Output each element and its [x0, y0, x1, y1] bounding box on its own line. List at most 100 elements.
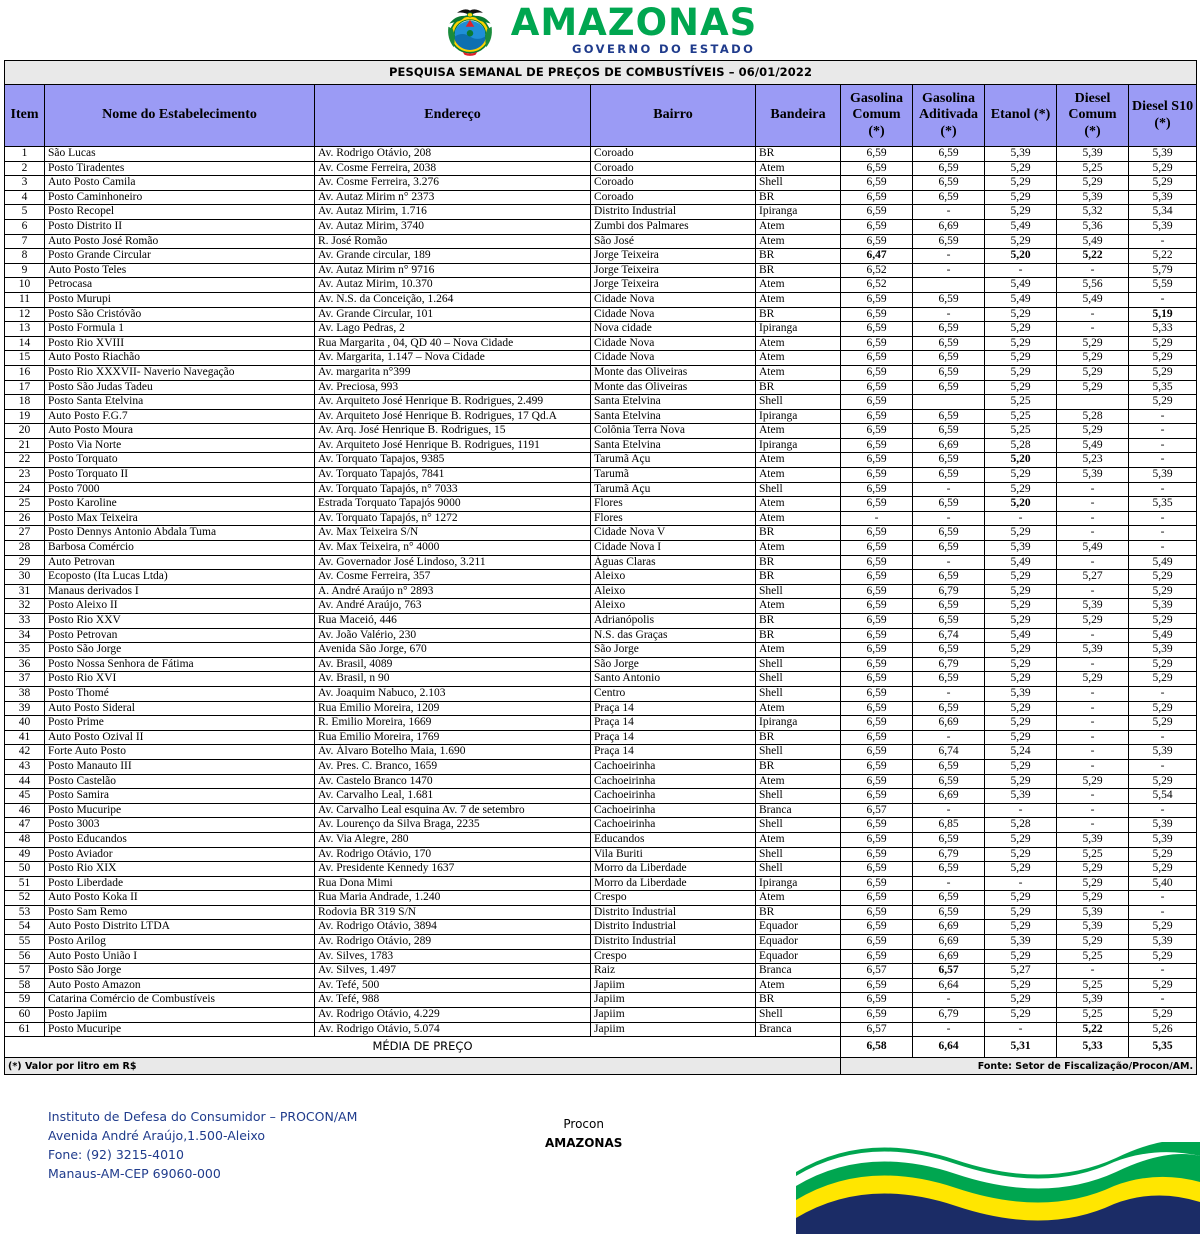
cell-gasolina-comum: 6,59: [840, 408, 913, 425]
cell-item: 33: [4, 613, 45, 629]
col-item: Item: [4, 84, 45, 147]
table-row: 27 Posto Dennys Antonio Abdala Tuma Av. Ma…: [4, 525, 1198, 542]
cell-bairro: Distrito Industrial: [590, 204, 756, 220]
cell-item: 16: [4, 364, 45, 381]
cell-address: Av. João Valério, 230: [314, 627, 591, 644]
cell-bandeira: Ipiranga: [755, 875, 841, 892]
table-row: 47 Posto 3003 Av. Lourenço da Silva Braga,…: [4, 817, 1198, 833]
cell-etanol: 5,49: [984, 218, 1057, 235]
cell-address: Av. Max Teixeira, n° 4000: [314, 540, 591, 556]
cell-bandeira: Ipiranga: [755, 408, 841, 425]
cell-diesel-s10: 5,29: [1127, 175, 1198, 191]
cell-gasolina-comum: 6,59: [840, 934, 913, 950]
cell-gasolina-comum: 6,59: [840, 540, 913, 556]
table-row: 24 Posto 7000 Av. Torquato Tapajós, n° 703…: [4, 481, 1198, 498]
cell-address: Av. Lourenço da Silva Braga, 2235: [314, 817, 591, 833]
cell-gasolina-comum: 6,59: [840, 627, 913, 644]
cell-etanol: 5,29: [984, 233, 1057, 250]
cell-gasolina-comum: 6,59: [840, 437, 913, 454]
cell-bandeira: Ipiranga: [755, 437, 841, 454]
cell-address: Av. Grande circular, 189: [314, 248, 591, 264]
average-gasolina-aditivada: 6,64: [912, 1036, 985, 1059]
col-address: Endereço: [314, 84, 591, 147]
procon-amazonas-word: AMAZONAS: [545, 1136, 623, 1151]
cell-etanol: 5,49: [984, 277, 1057, 293]
table-row: 39 Auto Posto Sideral Rua Emilio Moreira, …: [4, 700, 1198, 717]
table-row: 5 Posto Recopel Av. Autaz Mirim, 1.716 Dist…: [4, 204, 1198, 220]
cell-bairro: Nova cidade: [590, 321, 756, 337]
cell-name: Posto Caminhoneiro: [44, 189, 315, 206]
cell-item: 35: [4, 642, 45, 658]
cell-address: Av. Tefé, 988: [314, 992, 591, 1009]
fuel-price-table: PESQUISA SEMANAL DE PREÇOS DE COMBUSTÍVE…: [3, 60, 1198, 1076]
cell-name: Auto Posto Moura: [44, 423, 315, 439]
cell-name: Posto São Judas Tadeu: [44, 379, 315, 396]
cell-address: Av. Arquiteto José Henrique B. Rodrigues…: [314, 408, 591, 425]
cell-item: 3: [4, 175, 45, 191]
cell-diesel-s10: 5,39: [1127, 817, 1198, 833]
cell-address: R. José Romão: [314, 233, 591, 250]
cell-gasolina-aditivada: 6,59: [912, 613, 985, 629]
procon-street: Avenida André Araújo,1.500-Aleixo: [48, 1128, 266, 1144]
cell-name: Posto Karoline: [44, 496, 315, 512]
cell-diesel-comum: 5,29: [1056, 364, 1129, 381]
cell-address: Av. Presidente Kennedy 1637: [314, 861, 591, 877]
cell-diesel-s10: 5,59: [1127, 277, 1198, 293]
cell-item: 25: [4, 496, 45, 512]
cell-bandeira: Atem: [755, 452, 841, 469]
cell-item: 41: [4, 729, 45, 746]
col-diesel-s10: Diesel S10 (*): [1127, 84, 1198, 147]
cell-item: 61: [4, 1021, 45, 1038]
cell-address: Rua Emilio Moreira, 1209: [314, 700, 591, 717]
cell-gasolina-aditivada: 6,59: [912, 671, 985, 687]
cell-gasolina-aditivada: 6,59: [912, 291, 985, 308]
cell-gasolina-comum: 6,57: [840, 1021, 913, 1038]
cell-name: Posto Prime: [44, 715, 315, 731]
cell-diesel-comum: -: [1056, 481, 1129, 498]
cell-diesel-s10: 5,35: [1127, 496, 1198, 512]
cell-item: 39: [4, 700, 45, 717]
cell-name: Posto Mucuripe: [44, 1021, 315, 1038]
cell-diesel-s10: -: [1127, 291, 1198, 308]
cell-item: 24: [4, 481, 45, 498]
cell-diesel-comum: 5,29: [1056, 335, 1129, 352]
cell-gasolina-aditivada: 6,59: [912, 452, 985, 469]
cell-item: 7: [4, 233, 45, 250]
cell-diesel-comum: 5,25: [1056, 160, 1129, 177]
cell-bandeira: BR: [755, 627, 841, 644]
cell-address: Av. Torquato Tapajós, n° 7033: [314, 481, 591, 498]
cell-bandeira: BR: [755, 729, 841, 746]
table-row: 23 Posto Torquato II Av. Torquato Tapajós,…: [4, 467, 1198, 483]
cell-etanol: 5,29: [984, 379, 1057, 396]
cell-item: 21: [4, 437, 45, 454]
table-row: 26 Posto Max Teixeira Av. Torquato Tapajós…: [4, 510, 1198, 527]
cell-etanol: 5,29: [984, 364, 1057, 381]
cell-gasolina-comum: 6,59: [840, 642, 913, 658]
cell-item: 5: [4, 204, 45, 220]
cell-name: Auto Petrovan: [44, 554, 315, 571]
cell-gasolina-aditivada: 6,59: [912, 467, 985, 483]
cell-bairro: Monte das Oliveiras: [590, 364, 756, 381]
cell-name: Posto Nossa Senhora de Fátima: [44, 656, 315, 673]
cell-etanol: 5,29: [984, 948, 1057, 965]
cell-etanol: 5,39: [984, 685, 1057, 702]
cell-bairro: Praça 14: [590, 715, 756, 731]
cell-address: Av. Autaz Mirim n° 2373: [314, 189, 591, 206]
cell-bandeira: Shell: [755, 1007, 841, 1023]
table-row: 46 Posto Mucuripe Av. Carvalho Leal esquin…: [4, 802, 1198, 819]
cell-bairro: Praça 14: [590, 700, 756, 717]
cell-item: 18: [4, 394, 45, 410]
cell-diesel-s10: 5,39: [1127, 744, 1198, 760]
cell-gasolina-aditivada: 6,69: [912, 715, 985, 731]
cell-bairro: Japiim: [590, 1021, 756, 1038]
cell-diesel-s10: 5,29: [1127, 583, 1198, 600]
cell-bandeira: Shell: [755, 583, 841, 600]
cell-bairro: Crespo: [590, 948, 756, 965]
cell-diesel-comum: 5,39: [1056, 642, 1129, 658]
cell-item: 6: [4, 218, 45, 235]
average-diesel-comum: 5,33: [1056, 1036, 1129, 1059]
cell-bandeira: Branca: [755, 802, 841, 819]
cell-address: Av. Lago Pedras, 2: [314, 321, 591, 337]
cell-name: Posto Rio XXV: [44, 613, 315, 629]
cell-address: Av. Pres. C. Branco, 1659: [314, 758, 591, 775]
